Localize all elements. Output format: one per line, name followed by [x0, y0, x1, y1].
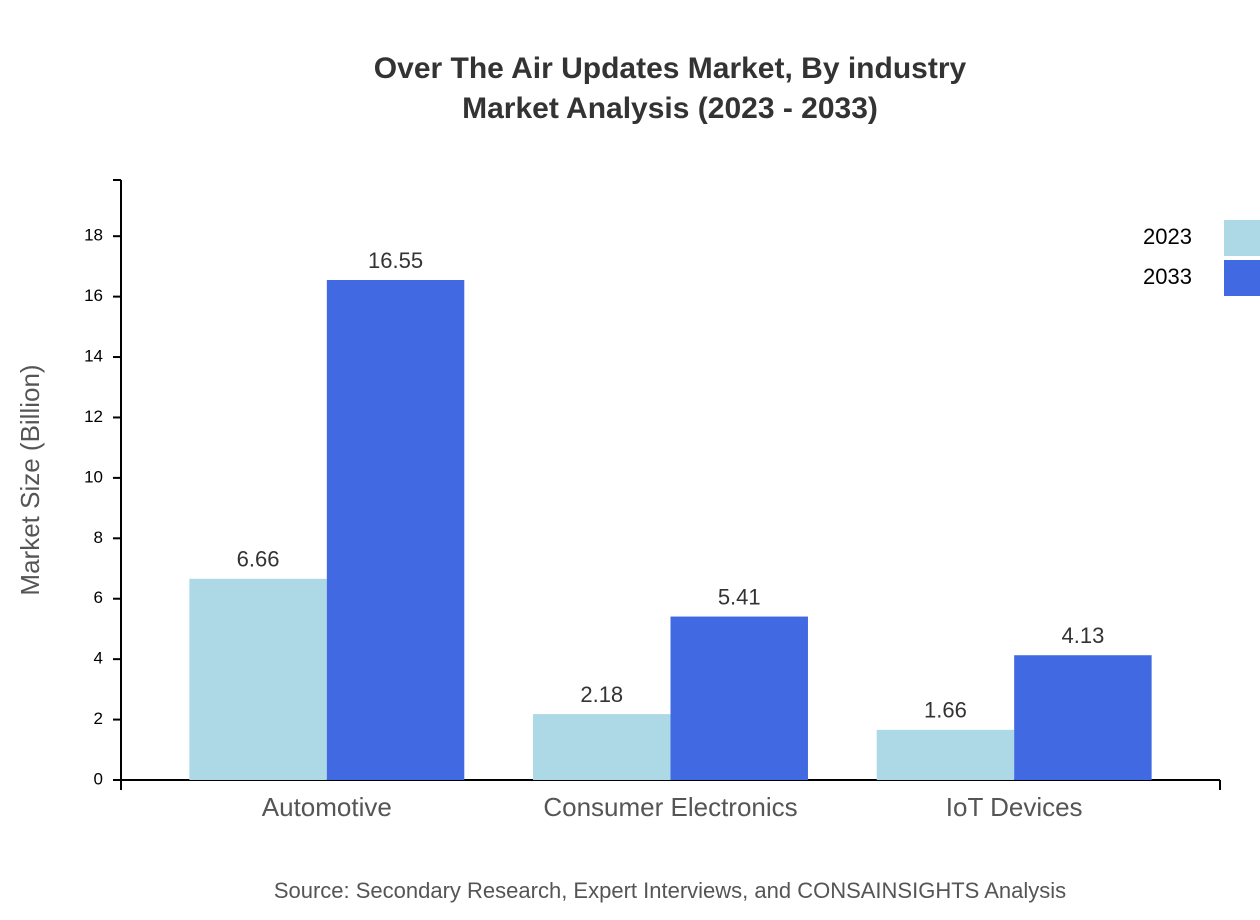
bar [326, 280, 465, 780]
x-tick-label: Automotive [262, 792, 392, 822]
bar [1014, 655, 1152, 780]
value-label: 5.41 [718, 584, 761, 609]
value-label: 6.66 [237, 547, 280, 572]
y-tick-label: 16 [84, 286, 103, 305]
value-label: 4.13 [1061, 623, 1104, 648]
bar [876, 729, 1015, 780]
source-note: Source: Secondary Research, Expert Inter… [274, 878, 1066, 903]
bar [533, 714, 671, 780]
value-label: 2.18 [580, 682, 623, 707]
legend-label: 2033 [1143, 264, 1192, 289]
y-tick-label: 0 [94, 769, 103, 788]
legend-swatch [1224, 260, 1260, 296]
bar [189, 578, 327, 780]
chart-subtitle: Market Analysis (2023 - 2033) [462, 92, 878, 125]
y-tick-label: 2 [94, 709, 103, 728]
value-label: 16.55 [368, 248, 423, 273]
y-tick-label: 10 [84, 467, 103, 486]
y-axis-label: Market Size (Billion) [15, 364, 45, 595]
x-tick-label: Consumer Electronics [543, 792, 797, 822]
legend-label: 2023 [1143, 224, 1192, 249]
y-tick-label: 4 [94, 649, 103, 668]
chart-title: Over The Air Updates Market, By industry [374, 52, 967, 85]
bar [670, 616, 808, 780]
y-tick-label: 14 [84, 347, 103, 366]
y-tick-label: 12 [84, 407, 103, 426]
y-tick-label: 18 [84, 226, 103, 245]
y-tick-label: 6 [94, 588, 103, 607]
value-label: 1.66 [924, 698, 967, 723]
legend-swatch [1224, 220, 1260, 256]
x-tick-label: IoT Devices [946, 792, 1083, 822]
y-tick-label: 8 [94, 528, 103, 547]
